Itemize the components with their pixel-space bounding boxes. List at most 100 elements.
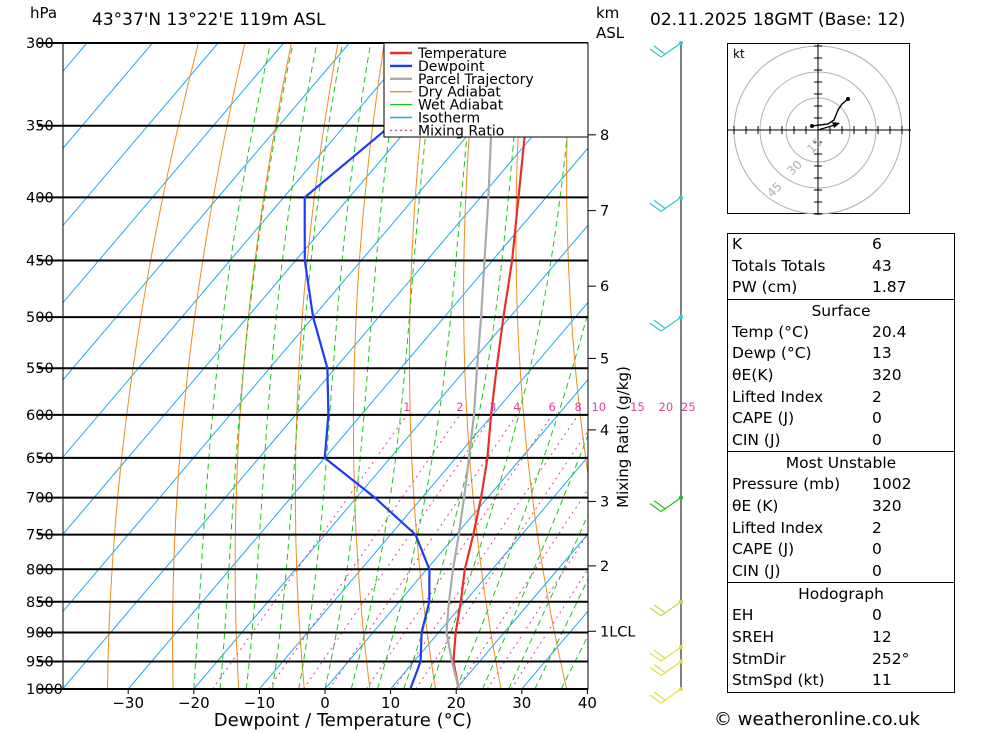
table-row-value: 43 [872,256,892,275]
pressure-tick-label: 850 [26,595,54,611]
table-row-value: 0 [872,430,882,449]
pressure-tick-label: 500 [26,310,54,326]
mixing-ratio-value-label: 4 [513,400,520,414]
table-row: StmSpd (kt) 11 [728,670,954,692]
mixing-ratio-line [365,414,553,689]
wind-barb-shaft [649,660,682,676]
x-tick-label: 40 [578,694,597,712]
legend-entry: Dry Adiabat [418,85,501,101]
pressure-tick-label: 900 [26,625,54,641]
table-row: θE(K) 320 [728,365,954,387]
table-row-label: Lifted Index [732,518,824,537]
mixing-ratio-value-label: 20 [659,400,674,414]
legend-entry: Dewpoint [418,59,485,75]
isotherm-line [63,43,350,381]
height-tick-label: 1LCL [600,624,636,640]
table-row-label: CAPE (J) [732,540,795,559]
dry-adiabat-line [409,43,436,689]
isotherm-line [324,378,588,689]
table-row-value: 0 [872,540,882,559]
wet-adiabat-line [508,513,588,689]
mixing-ratio-value-label: 15 [630,400,645,414]
isotherm-line [63,43,285,304]
wind-barb [649,41,683,58]
pressure-tick-label: 550 [26,361,54,377]
pressure-tick-label: 650 [26,451,54,467]
table-row-value: 252° [872,649,910,668]
wet-adiabat-line [219,43,294,689]
table-row-label: Pressure (mb) [732,475,841,494]
table-row: CAPE (J) 0 [728,539,954,561]
isotherm-line [63,70,588,689]
table-row-label: Temp (°C) [732,322,809,341]
dry-adiabat-line [616,43,698,689]
table-row-value: 20.4 [872,322,907,341]
table-row-label: StmDir [732,649,786,668]
hodograph-table-title: Hodograph [798,585,884,604]
dry-adiabat-line [463,43,502,689]
table-row-value: 2 [872,387,882,406]
table-row-value: 0 [872,606,882,625]
hodograph-ring-label-30: 30 [784,157,805,178]
wind-barb [649,495,683,513]
height-tick-label: 6 [600,279,609,295]
table-row: Temp (°C) 20.4 [728,322,954,344]
storm-motion-arrowhead [832,122,840,128]
legend-entry: Wet Adiabat [418,98,504,114]
table-row-value: 12 [872,627,892,646]
table-row: Lifted Index 2 [728,518,954,540]
table-row-label: CIN (J) [732,561,781,580]
wind-barb [649,687,683,704]
isotherm-line [390,455,588,689]
table-row-label: Dewp (°C) [732,344,812,363]
table-row-value: 320 [872,365,902,384]
legend-entry: Mixing Ratio [418,123,504,139]
mixing-ratio-line [303,414,494,689]
table-row-value: 13 [872,344,892,363]
table-row-label: Lifted Index [732,387,824,406]
asl-axis-label: ASL [596,24,625,42]
credit-link[interactable]: © weatheronline.co.uk [714,709,920,730]
pressure-tick-label: 1000 [26,682,63,698]
legend-entry: Temperature [417,46,507,62]
table-row-value: 0 [872,409,882,428]
temperature-line [452,43,540,689]
dry-adiabat-line [107,43,199,689]
wet-adiabat-line [534,578,588,689]
isotherm-line [63,43,416,458]
mixing-ratio-value-label: 2 [456,400,463,414]
table-row: CAPE (J) 0 [728,408,954,430]
hodograph-section: Hodograph EH 0 SREH 12 StmDir 252° StmSpd (kt)… [728,582,954,691]
wind-barb-shaft [649,688,682,704]
height-tick-label: 2 [600,559,609,575]
surface-section: Surface Temp (°C) 20.4 Dewp (°C) 13 θE(K) 320… [728,298,954,452]
wet-adiabat-line [245,43,318,689]
x-tick-label: 10 [381,694,400,712]
pressure-tick-label: 400 [26,190,54,206]
wind-barb-shaft [649,316,682,332]
table-row: CIN (J) 0 [728,561,954,583]
table-row-label: PW (cm) [732,278,798,297]
table-row: SREH 12 [728,627,954,649]
legend-entry: Isotherm [418,111,480,127]
mixing-ratio-value-label: 10 [591,400,606,414]
height-tick-label: 3 [600,494,609,510]
height-tick-label: 8 [600,128,609,144]
mixing-ratio-value-label: 6 [549,400,556,414]
table-row: Lifted Index 2 [728,387,954,409]
x-tick-label: 0 [320,694,330,712]
isotherm-line [63,43,219,227]
wind-barb [649,599,683,617]
table-row: EH 0 [728,605,954,627]
dry-adiabat-line [353,43,385,689]
table-row-value: 2 [872,518,882,537]
table-row: StmDir 252° [728,649,954,671]
table-row-label: θE(K) [732,365,774,384]
table-row-label: Totals Totals [732,256,826,275]
height-tick-label: 5 [600,351,609,367]
table-row: Pressure (mb) 1002 [728,474,954,496]
dewpoint-line [303,43,514,689]
wind-barb [649,195,683,212]
mixing-ratio-line [486,532,588,689]
